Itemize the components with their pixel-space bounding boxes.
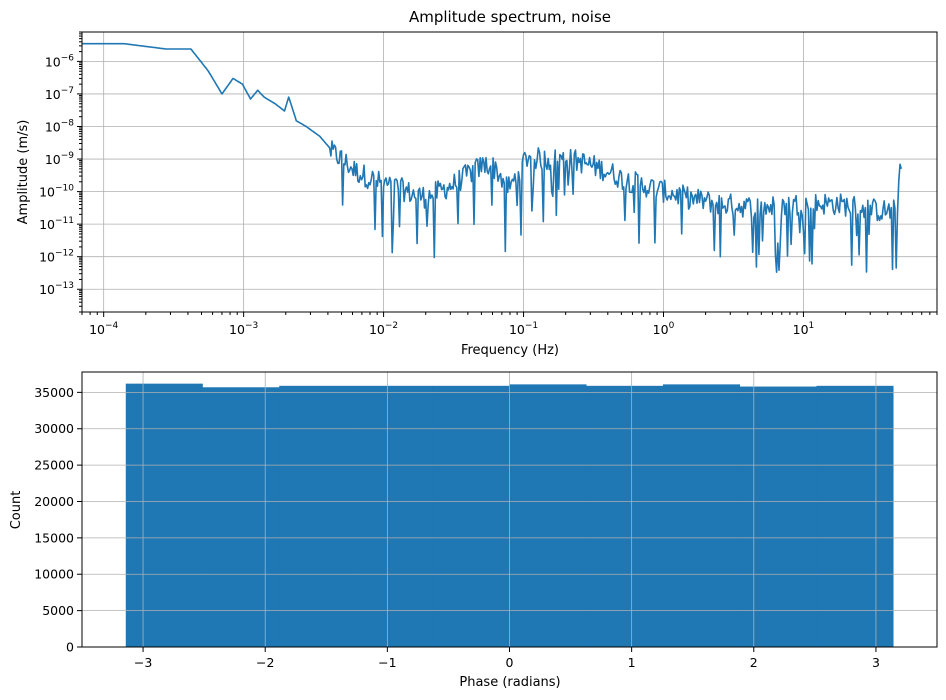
y-tick-label: 10−11 [39,216,74,232]
phase-histogram-chart: −3 −2 −1 0 1 2 3 0 5000 10000 15000 20000 25000 3000… [9,371,938,690]
y-tick-label: 35000 [34,385,74,400]
x-tick-label: 1 [628,655,636,670]
histogram-bar [586,385,664,647]
y-tick-label: 15000 [34,530,74,545]
x-axis-label: Phase (radians) [459,675,560,690]
x-tick-label: 10−2 [369,321,398,337]
y-tick-label: 0 [66,640,74,655]
histogram-bar [279,385,357,647]
x-tick-label: 101 [793,321,815,337]
y-tick-label: 25000 [34,458,74,473]
x-tick-label: −3 [134,655,152,670]
x-axis-label: Frequency (Hz) [461,343,559,358]
y-axis-ticks: 0 5000 10000 15000 20000 25000 30000 35000 [34,385,82,655]
x-tick-label: −2 [256,655,274,670]
x-tick-label: 100 [653,321,675,337]
histogram-bar [432,385,510,647]
y-axis-label: Count [9,491,24,530]
histogram-bar [509,384,587,647]
x-tick-label: 0 [506,655,514,670]
y-tick-label: 10−6 [45,53,74,69]
grid-lines [82,32,937,312]
histogram-bars [125,383,894,647]
x-tick-label: 3 [872,655,880,670]
y-tick-label: 10−13 [39,281,74,297]
y-tick-label: 10−9 [45,151,74,167]
amplitude-series-line [82,42,903,273]
plot-area-background [82,32,937,312]
x-axis-ticks: −3 −2 −1 0 1 2 3 [134,647,880,670]
y-axis-label: Amplitude (m/s) [16,120,31,225]
x-tick-label: 10−4 [89,321,118,337]
y-tick-label: 10000 [34,567,74,582]
y-tick-label: 10−12 [39,249,74,265]
y-tick-label: 5000 [42,603,74,618]
y-tick-label: 10−7 [45,86,74,102]
chart-title: Amplitude spectrum, noise [409,8,611,26]
histogram-bar [202,387,280,647]
y-tick-label: 20000 [34,494,74,509]
y-tick-label: 30000 [34,421,74,436]
y-tick-label: 10−10 [39,184,74,200]
y-axis-ticks: 10−13 10−12 10−11 10−10 10−9 10−8 10−7 10−6 [39,31,82,313]
x-tick-label: 10−1 [509,321,538,337]
histogram-bar [816,385,894,647]
histogram-bar [662,384,741,647]
histogram-bar [739,386,817,647]
x-tick-label: −1 [378,655,396,670]
histogram-bar [125,383,203,647]
x-tick-label: 10−3 [229,321,258,337]
histogram-bar [356,385,434,647]
amplitude-spectrum-chart: Amplitude spectrum, noise 10−4 10−3 10−2 10… [16,8,938,358]
x-tick-label: 2 [750,655,758,670]
x-axis-ticks: 10−4 10−3 10−2 10−1 100 101 [81,312,938,337]
y-tick-label: 10−8 [45,118,74,134]
